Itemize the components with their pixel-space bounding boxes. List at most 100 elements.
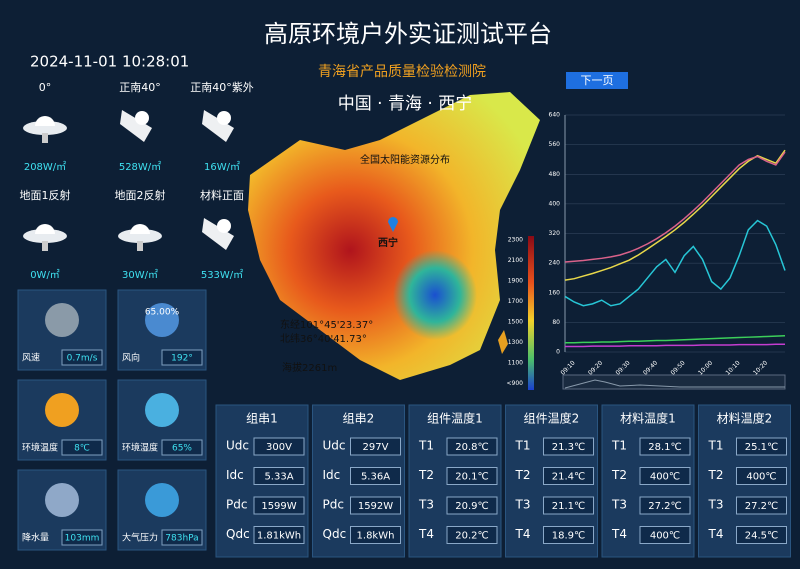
row-value: 21.3℃ — [552, 442, 586, 453]
row-label: T2 — [515, 468, 531, 482]
next-button-label[interactable]: 下一页 — [581, 74, 614, 87]
row-value: 21.1℃ — [552, 501, 586, 512]
row-label: T1 — [418, 439, 434, 453]
row-value: 1599W — [261, 501, 296, 512]
value-box — [446, 437, 498, 456]
weather-value: 0.7m/s — [67, 354, 98, 364]
value-box — [543, 496, 594, 515]
value-box — [253, 526, 305, 544]
value-box — [543, 467, 594, 485]
row-label: T3 — [611, 498, 627, 512]
row-value: 20.2℃ — [455, 531, 489, 542]
value-box — [446, 526, 498, 544]
panel-title: 组串1 — [246, 412, 278, 426]
y-tick-label: 240 — [549, 260, 561, 267]
subtitle: 青海省产品质量检验检测院 — [318, 64, 486, 80]
scale-label: 1300 — [508, 339, 523, 346]
scale-label: 1900 — [508, 278, 523, 285]
row-value: 1.81kWh — [257, 531, 301, 542]
row-label: T1 — [515, 439, 531, 453]
scale-label: 1500 — [508, 319, 523, 326]
value-box — [350, 437, 401, 456]
weather-value: 103mm — [65, 534, 100, 544]
y-tick-label: 0 — [556, 349, 560, 356]
panel-title: 材料温度1 — [620, 411, 676, 426]
value-box — [350, 526, 401, 544]
sensor-value: 0W/㎡ — [30, 269, 60, 281]
value-box — [639, 467, 691, 485]
next-button[interactable] — [566, 72, 628, 89]
weather-value: 8℃ — [74, 444, 90, 454]
map-caption: 全国太阳能资源分布 — [360, 153, 450, 166]
weather-label: 大气压力 — [122, 532, 158, 544]
row-value: 400℃ — [746, 472, 776, 483]
row-value: 20.9℃ — [455, 501, 489, 512]
weather-value: 783hPa — [165, 534, 198, 544]
weather-value: 192° — [171, 354, 193, 364]
row-value: 21.4℃ — [552, 472, 586, 483]
row-value: 300V — [266, 442, 292, 453]
value-box — [253, 437, 305, 456]
y-tick-label: 320 — [549, 230, 561, 237]
panel-title: 组件温度2 — [524, 411, 580, 426]
row-label: T2 — [611, 468, 627, 482]
weather-value-box — [61, 529, 103, 546]
city: 西宁 — [378, 236, 398, 249]
value-box — [253, 496, 305, 515]
row-value: 400℃ — [650, 472, 680, 483]
value-box — [350, 496, 401, 515]
y-tick-label: 560 — [549, 141, 561, 148]
sensor-icon — [130, 224, 150, 234]
value-box — [736, 496, 787, 515]
scale-label: 2300 — [508, 237, 523, 244]
taiwan — [498, 330, 508, 354]
sensor-value: 533W/㎡ — [201, 269, 243, 281]
sensor-icon — [202, 110, 234, 142]
value-box — [639, 496, 691, 515]
value-box — [543, 437, 594, 456]
sensor-label: 0° — [39, 81, 52, 94]
panel-title: 组件温度1 — [427, 411, 483, 426]
row-label: T3 — [708, 498, 724, 512]
row-value: 400℃ — [650, 531, 680, 542]
row-value: 27.2℃ — [648, 501, 682, 512]
sensor-icon — [135, 111, 149, 125]
sensor-icon — [120, 110, 152, 142]
row-label: T1 — [708, 439, 724, 453]
map-pin — [388, 217, 398, 232]
row-value: 297V — [363, 442, 389, 453]
sensor-icon — [217, 219, 231, 233]
weather-label: 降水量 — [22, 532, 49, 544]
value-box — [253, 467, 305, 485]
sensor-label: 地面2反射 — [115, 188, 166, 202]
row-label: T2 — [418, 468, 434, 482]
panel-title: 材料温度2 — [717, 411, 773, 426]
row-label: T4 — [515, 527, 531, 541]
sensor-icon — [118, 229, 162, 243]
slider-preview — [564, 379, 785, 389]
row-value: 5.36A — [361, 472, 390, 483]
weather-icon — [145, 393, 179, 427]
row-label: Udc — [323, 439, 346, 453]
sensor-label: 地面1反射 — [20, 188, 71, 202]
weather-value-box — [61, 439, 103, 456]
sensor-label: 正南40°紫外 — [190, 81, 254, 94]
row-label: Qdc — [226, 527, 250, 541]
datetime: 2024-11-01 10:28:01 — [30, 53, 189, 71]
sensor-icon — [23, 121, 67, 135]
panel-title: 组串2 — [343, 412, 375, 426]
row-value: 1.8kWh — [357, 531, 395, 542]
y-tick-label: 80 — [552, 319, 560, 326]
y-tick-label: 400 — [549, 200, 561, 207]
series-line — [564, 151, 786, 263]
row-value: 5.33A — [264, 472, 293, 483]
series-line — [564, 149, 786, 281]
sensor-icon — [42, 241, 48, 251]
row-value: 27.2℃ — [745, 501, 779, 512]
row-label: T3 — [418, 498, 434, 512]
sensor-icon — [35, 224, 55, 234]
weather-icon — [145, 483, 179, 517]
weather-value-box — [161, 529, 203, 546]
row-label: T4 — [611, 527, 627, 541]
